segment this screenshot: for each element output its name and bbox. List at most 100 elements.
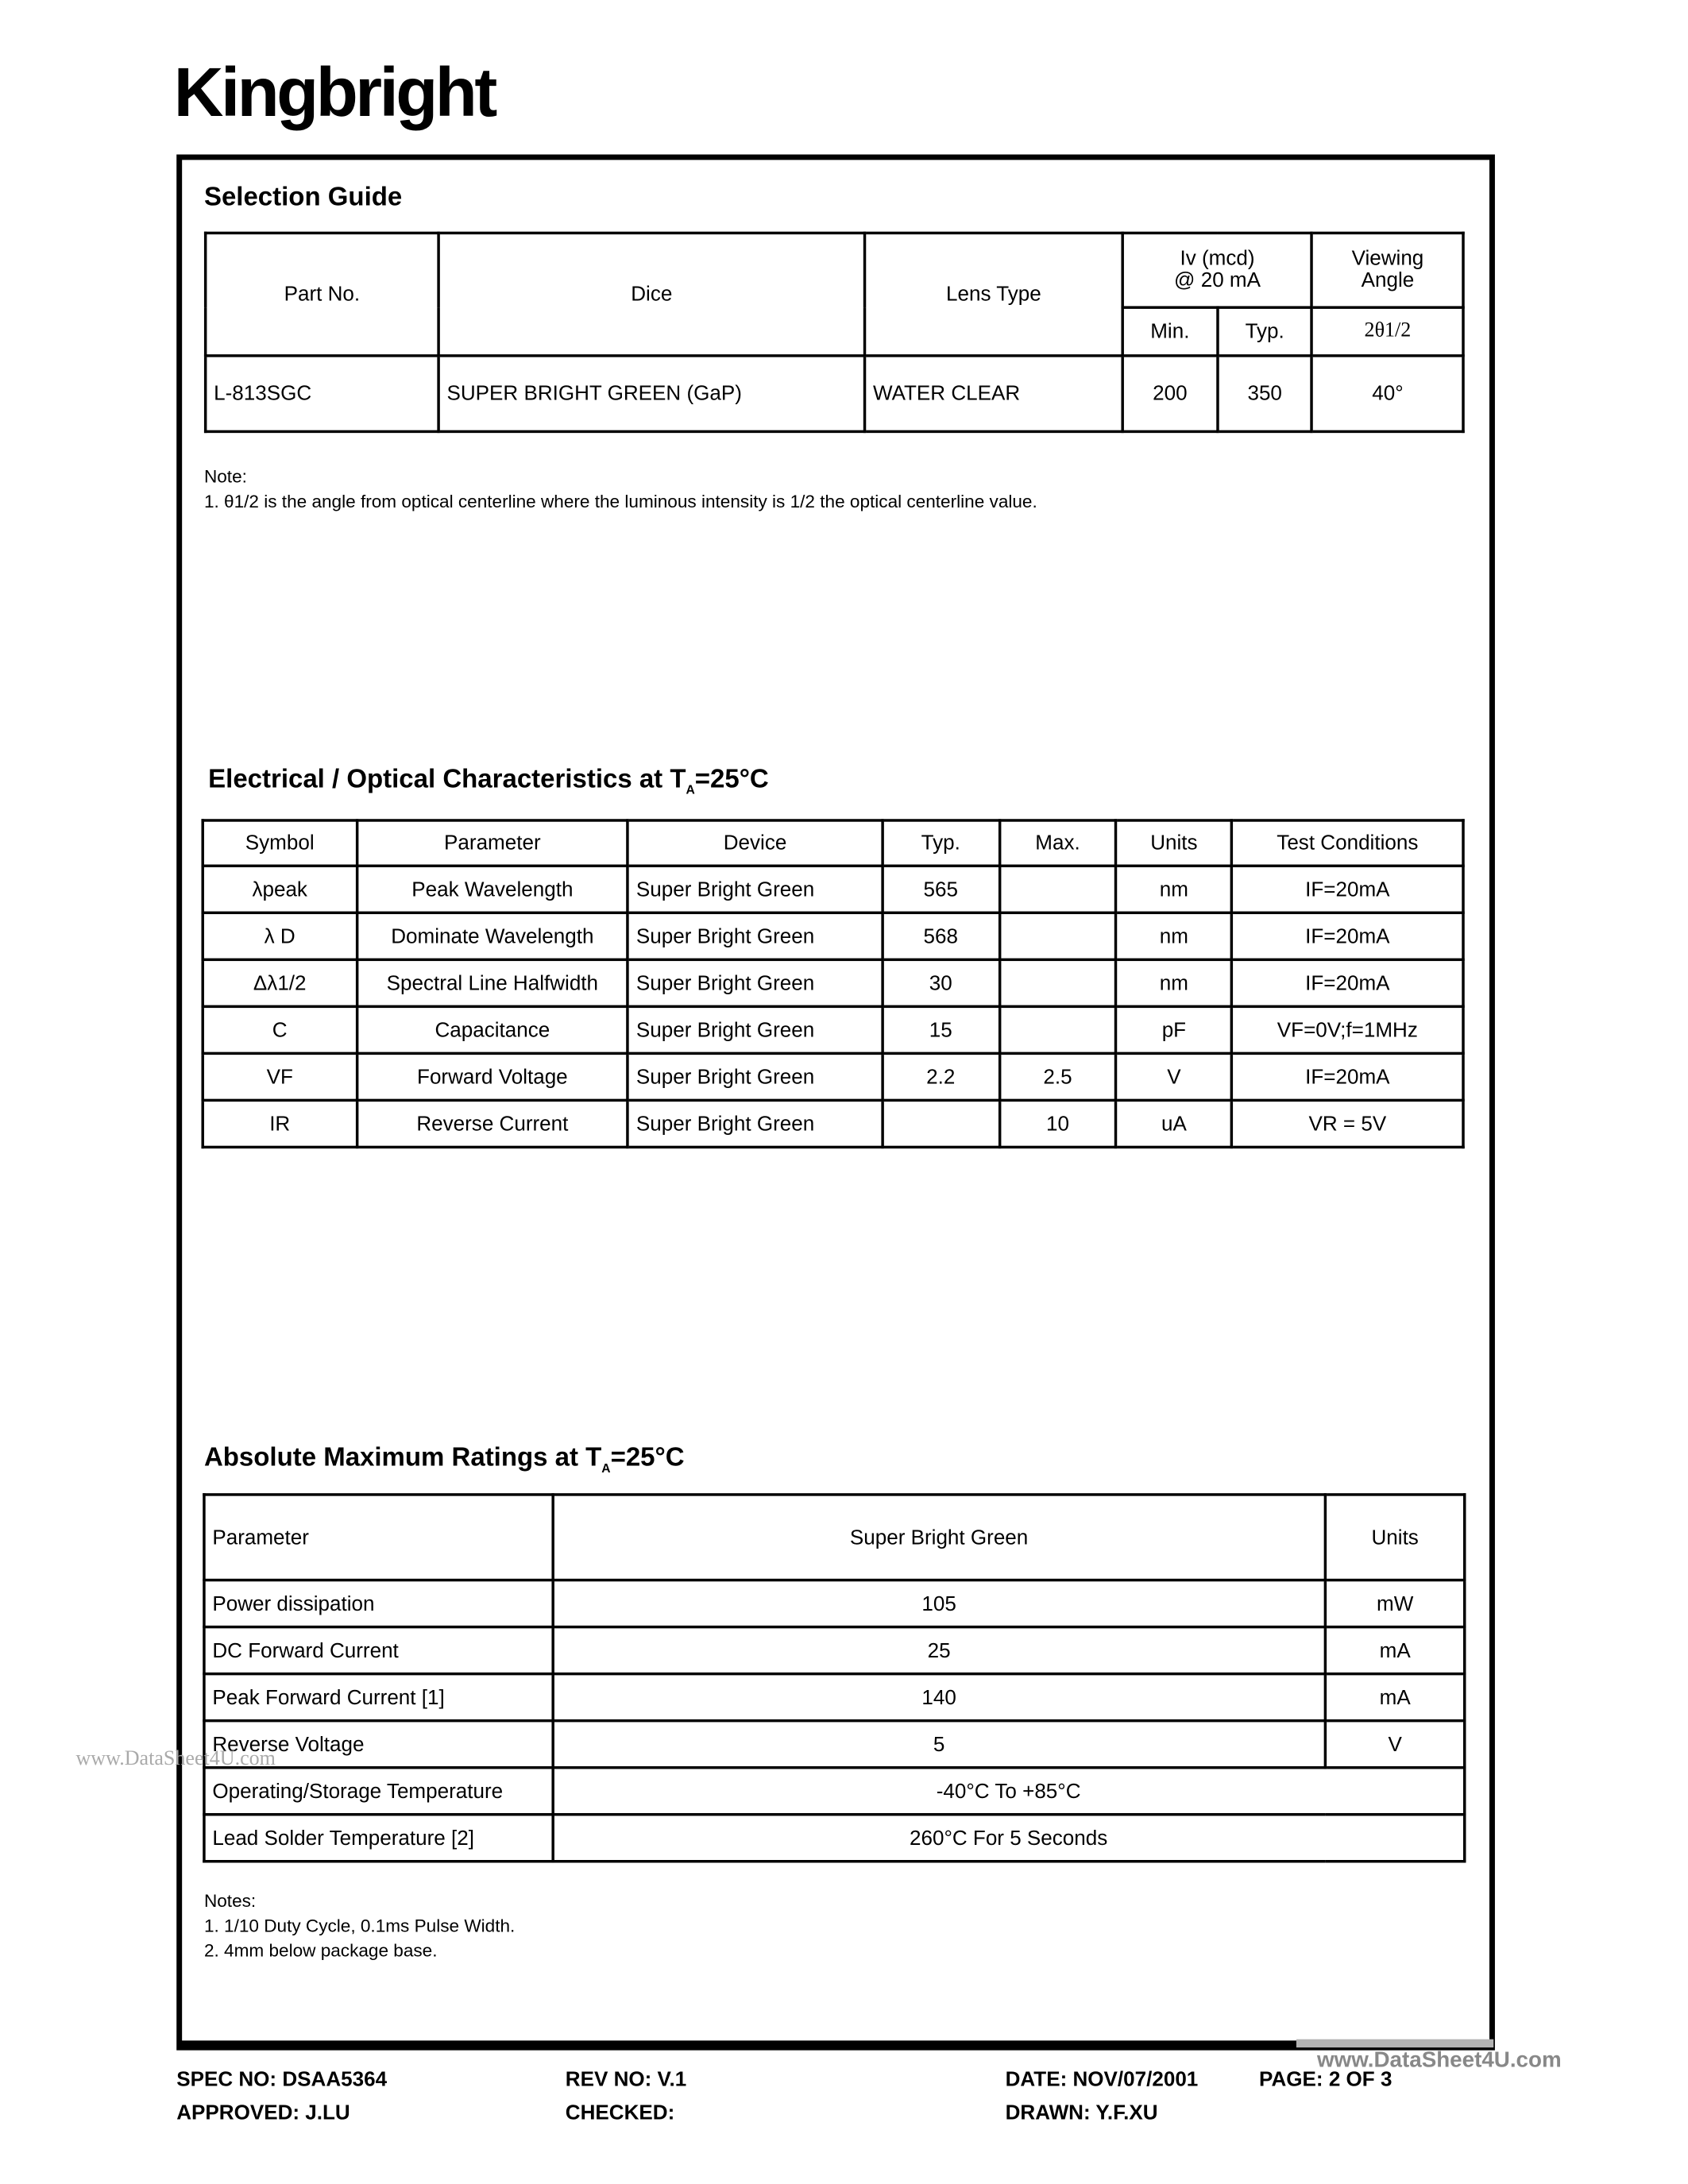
table-cell: λpeak xyxy=(201,864,358,915)
table-cell: nm xyxy=(1114,864,1234,915)
view-label2: Angle xyxy=(1361,268,1415,293)
table-cell: Capacitance xyxy=(355,1005,630,1055)
header-part: Part No. xyxy=(203,231,440,357)
table-cell: V xyxy=(1323,1719,1466,1769)
drawn: DRAWN: Y.F.XU xyxy=(1005,2101,1158,2125)
table-cell: 565 xyxy=(880,864,1001,915)
cell-lens: WATER CLEAR xyxy=(863,354,1124,434)
table-cell: VF=0V;f=1MHz xyxy=(1230,1005,1465,1055)
table-cell xyxy=(880,1098,1001,1149)
content-frame xyxy=(176,154,1495,2051)
table-cell: nm xyxy=(1114,911,1234,962)
table-cell: Dominate Wavelength xyxy=(355,911,630,962)
cell-part: L-813SGC xyxy=(203,354,440,434)
table-cell: VR = 5V xyxy=(1230,1098,1465,1149)
table-cell: λ D xyxy=(201,911,358,962)
spec-no: SPEC NO: DSAA5364 xyxy=(176,2068,388,2092)
note-1: 1. θ1/2 is the angle from optical center… xyxy=(203,491,1037,512)
table-cell: DC Forward Current xyxy=(203,1625,554,1676)
table-cell: Super Bright Green xyxy=(626,1098,884,1149)
table-cell: Lead Solder Temperature [2] xyxy=(203,1812,554,1863)
table-cell: C xyxy=(201,1005,358,1055)
cell-angle: 40° xyxy=(1311,354,1465,434)
table-cell: 105 xyxy=(550,1578,1327,1629)
table-cell: Peak Forward Current [1] xyxy=(203,1672,554,1723)
table-cell: 2.2 xyxy=(880,1051,1001,1102)
table-cell: 15 xyxy=(880,1005,1001,1055)
table-row: Reverse Voltage 5 V xyxy=(203,1719,1466,1769)
table-row: VF Forward Voltage Super Bright Green 2.2 2.… xyxy=(201,1051,1465,1102)
header-row: Symbol Parameter Device Typ. Max. Units Test C… xyxy=(201,819,1465,868)
selection-guide-table: Part No. Dice Lens Type Iv (mcd) @ 20 mA … xyxy=(203,231,1465,434)
table-cell: Spectral Line Halfwidth xyxy=(355,958,630,1009)
iv-cond: @ 20 mA xyxy=(1174,268,1261,293)
absolute-title: Absolute Maximum Ratings at TA=25°C xyxy=(204,1444,685,1476)
header-lens: Lens Type xyxy=(863,231,1124,357)
watermark-left: www.DataSheet4U.com xyxy=(75,1748,276,1771)
header-row: Parameter Super Bright Green Units xyxy=(203,1493,1466,1582)
table-cell: Test Conditions xyxy=(1230,819,1465,868)
header-view: Viewing Angle xyxy=(1311,231,1465,309)
title-text: Electrical / Optical Characteristics at … xyxy=(208,765,686,794)
table-cell: uA xyxy=(1114,1098,1234,1149)
table-cell: 2.5 xyxy=(998,1051,1118,1102)
table-cell: Super Bright Green xyxy=(626,1051,884,1102)
table-cell: 5 xyxy=(550,1719,1327,1769)
table-cell: IF=20mA xyxy=(1230,911,1465,962)
cell-min: 200 xyxy=(1121,354,1219,434)
table-cell: 568 xyxy=(880,911,1001,962)
table-cell: mW xyxy=(1323,1578,1466,1629)
title-end: =25°C xyxy=(610,1443,685,1473)
table-cell: Operating/Storage Temperature xyxy=(203,1765,554,1816)
watermark-bottom: www.DataSheet4U.com xyxy=(1316,2048,1562,2073)
table-row: C Capacitance Super Bright Green 15 pF VF=0V;… xyxy=(201,1005,1465,1055)
title-end: =25°C xyxy=(694,765,769,794)
table-row: Peak Forward Current [1] 140 mA xyxy=(203,1672,1466,1723)
title-sub: A xyxy=(686,782,695,797)
table-cell: Super Bright Green xyxy=(626,1005,884,1055)
title-text: Absolute Maximum Ratings at T xyxy=(203,1443,602,1473)
header-dice: Dice xyxy=(437,231,867,357)
title-sub: A xyxy=(601,1461,611,1476)
selection-note: Note: 1. θ1/2 is the angle from optical … xyxy=(204,465,1037,514)
table-cell: IF=20mA xyxy=(1230,864,1465,915)
note-2: 2. 4mm below package base. xyxy=(203,1939,438,1961)
table-row: Power dissipation 105 mW xyxy=(203,1578,1466,1629)
table-cell xyxy=(998,864,1118,915)
table-row: Δλ1/2 Spectral Line Halfwidth Super Bright… xyxy=(201,958,1465,1009)
table-row: Operating/Storage Temperature -40°C To +8… xyxy=(203,1765,1466,1816)
table-cell: 25 xyxy=(550,1625,1327,1676)
table-cell: VF xyxy=(201,1051,358,1102)
table-cell: Typ. xyxy=(880,819,1001,868)
table-cell xyxy=(998,1005,1118,1055)
table-cell: Δλ1/2 xyxy=(201,958,358,1009)
table-row: λ D Dominate Wavelength Super Bright Green… xyxy=(201,911,1465,962)
table-row: λpeak Peak Wavelength Super Bright Green 56… xyxy=(201,864,1465,915)
table-cell: Super Bright Green xyxy=(626,958,884,1009)
table-cell: Forward Voltage xyxy=(355,1051,630,1102)
table-cell: Super Bright Green xyxy=(626,864,884,915)
table-cell xyxy=(998,911,1118,962)
table-cell: Super Bright Green xyxy=(626,911,884,962)
note-label: Note: xyxy=(203,465,247,487)
table-cell: nm xyxy=(1114,958,1234,1009)
table-cell: 10 xyxy=(998,1098,1118,1149)
page-number: PAGE: 2 OF 3 xyxy=(1259,2068,1393,2092)
table-cell: Super Bright Green xyxy=(550,1493,1327,1582)
view-label: Viewing xyxy=(1351,246,1424,271)
table-cell: Units xyxy=(1114,819,1234,868)
electrical-title: Electrical / Optical Characteristics at … xyxy=(208,766,769,797)
absolute-ratings-table: Parameter Super Bright Green Units Power di… xyxy=(203,1493,1466,1863)
table-row: L-813SGC SUPER BRIGHT GREEN (GaP) WATER … xyxy=(203,354,1465,434)
table-row: Lead Solder Temperature [2] 260°C For 5 S… xyxy=(203,1812,1466,1863)
header-iv: Iv (mcd) @ 20 mA xyxy=(1121,231,1314,309)
rev-no: REV NO: V.1 xyxy=(565,2068,687,2092)
table-cell: Reverse Current xyxy=(355,1098,630,1149)
cell-dice: SUPER BRIGHT GREEN (GaP) xyxy=(437,354,867,434)
table-cell: Units xyxy=(1323,1493,1466,1582)
checked: CHECKED: xyxy=(565,2101,675,2125)
table-cell: IR xyxy=(201,1098,358,1149)
table-cell: Power dissipation xyxy=(203,1578,554,1629)
table-cell: 140 xyxy=(550,1672,1327,1723)
